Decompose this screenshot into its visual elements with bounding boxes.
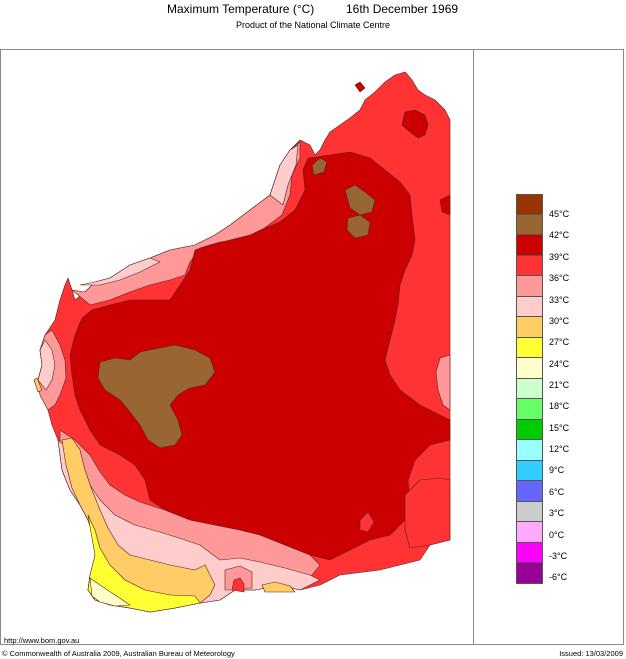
legend-swatch (516, 481, 543, 502)
legend-swatch (516, 440, 543, 461)
legend-label: 39°C (549, 252, 570, 262)
zone-27-30-islands (33, 377, 43, 393)
legend-label: 24°C (549, 359, 570, 369)
zone-30-33-west (37, 339, 56, 391)
legend-swatch (516, 501, 543, 522)
issued-date: Issued: 13/03/2009 (559, 649, 623, 658)
legend-label: 18°C (549, 401, 570, 411)
zone-30-33-kimberley (269, 144, 299, 206)
zone-27-30-esperance (261, 581, 296, 593)
title-variable: Maximum Temperature (°C) (167, 2, 315, 16)
zone-33-36-north (71, 141, 301, 306)
legend-label: -6°C (549, 572, 568, 582)
frame-divider (473, 49, 474, 645)
zone-30-33-north (79, 257, 161, 286)
legend-swatch (516, 378, 543, 399)
legend-swatch (516, 522, 543, 543)
legend-swatch (516, 194, 543, 215)
zone-36-39-inner-pocket (359, 511, 375, 533)
legend-swatch (516, 317, 543, 338)
zone-39-42-east-pocket (439, 194, 451, 216)
legend-swatch (516, 460, 543, 481)
temperature-map (33, 71, 451, 613)
legend-label: 27°C (549, 337, 570, 347)
zone-33-36-east (435, 354, 451, 411)
legend-swatch (516, 542, 543, 563)
legend-label: 42°C (549, 230, 570, 240)
zone-36-39-south-pocket (231, 577, 245, 593)
legend-swatch (516, 399, 543, 420)
legend-swatch (516, 337, 543, 358)
zone-39-42-kimberley (401, 109, 429, 139)
zone-33-36-south-pocket (224, 565, 253, 591)
legend-label: 36°C (549, 273, 570, 283)
legend-label: -3°C (549, 551, 568, 561)
zone-42-45-kimberley (311, 157, 328, 176)
legend-label: 12°C (549, 444, 570, 454)
legend-label: 15°C (549, 423, 570, 433)
legend-label: 30°C (549, 316, 570, 326)
source-url: http://www.bom.gov.au (4, 636, 80, 645)
legend-swatch (516, 296, 543, 317)
legend-swatch (516, 255, 543, 276)
zone-24-27-southwest (87, 514, 201, 613)
title-date: 16th December 1969 (346, 2, 459, 16)
zone-42-45-central (97, 344, 216, 449)
zone-39-42 (69, 151, 451, 561)
zone-39-42-northeast (354, 81, 366, 93)
legend-label: 21°C (549, 380, 570, 390)
legend-swatch (516, 235, 543, 256)
map-frame (0, 49, 624, 645)
map-subtitle: Product of the National Climate Centre (235, 20, 391, 30)
zone-36-39-southeast (404, 477, 451, 549)
legend-label: 33°C (549, 295, 570, 305)
zone-21-24-capeleeuwin (89, 577, 131, 607)
temperature-legend (516, 194, 544, 584)
zone-42-45-pilbara-south (346, 214, 371, 239)
legend-label: 6°C (549, 487, 565, 497)
legend-swatch (516, 358, 543, 379)
legend-swatch (516, 563, 543, 584)
legend-swatch (516, 419, 543, 440)
legend-label: 9°C (549, 465, 565, 475)
legend-label: 3°C (549, 508, 565, 518)
legend-swatch (516, 214, 543, 235)
legend-label: 0°C (549, 530, 565, 540)
copyright-notice: © Commonwealth of Australia 2009, Austra… (2, 649, 235, 658)
zone-42-45-pilbara-north (344, 184, 376, 216)
legend-swatch (516, 276, 543, 297)
legend-label: 45°C (549, 209, 570, 219)
